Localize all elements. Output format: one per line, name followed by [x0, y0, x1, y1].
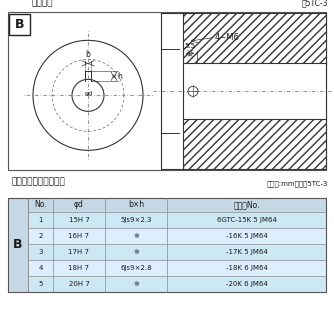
Text: -18K 6 JM64: -18K 6 JM64: [225, 265, 268, 271]
Text: 4−M6: 4−M6: [215, 33, 240, 42]
Bar: [183, 119, 326, 169]
Bar: [8, 12, 326, 170]
Bar: [28, 228, 326, 244]
Text: 6GTC-15K 5 JM64: 6GTC-15K 5 JM64: [216, 217, 277, 223]
Text: 17H 7: 17H 7: [68, 249, 90, 255]
Text: 3: 3: [38, 249, 43, 255]
Text: -16K 5 JM64: -16K 5 JM64: [226, 233, 268, 239]
Text: 4: 4: [38, 265, 43, 271]
Bar: [8, 198, 326, 292]
Text: b: b: [86, 50, 91, 59]
Text: h: h: [117, 72, 122, 81]
Text: 18H 7: 18H 7: [68, 265, 90, 271]
Text: 軸穴形状コードー覧表: 軸穴形状コードー覧表: [12, 178, 66, 187]
Bar: [28, 276, 326, 292]
Bar: [28, 260, 326, 276]
Text: b×h: b×h: [128, 200, 144, 209]
Text: コードNo.: コードNo.: [233, 200, 260, 209]
Bar: [8, 198, 28, 292]
Circle shape: [33, 40, 143, 150]
Circle shape: [188, 87, 198, 96]
Bar: [28, 212, 326, 228]
Bar: [28, 212, 326, 228]
Bar: [183, 63, 326, 119]
Bar: [28, 244, 326, 260]
Text: 16H 7: 16H 7: [68, 233, 90, 239]
Text: 5Js9×2.3: 5Js9×2.3: [120, 217, 152, 223]
Text: B: B: [13, 238, 23, 251]
Text: 6Js9×2.8: 6Js9×2.8: [120, 265, 152, 271]
Text: 20H 7: 20H 7: [68, 281, 90, 287]
Bar: [28, 276, 326, 292]
Bar: [28, 244, 326, 260]
Text: 図5TC-3: 図5TC-3: [302, 0, 328, 7]
Text: 15H 7: 15H 7: [68, 217, 90, 223]
Bar: [9, 14, 30, 35]
Bar: [28, 228, 326, 244]
Text: 2: 2: [38, 233, 43, 239]
Text: ※: ※: [133, 233, 139, 239]
Text: （単位:mm）　表5TC-3: （単位:mm） 表5TC-3: [267, 180, 328, 187]
Bar: [28, 198, 326, 212]
Text: 軸穴形状: 軸穴形状: [32, 0, 53, 7]
Text: -17K 5 JM64: -17K 5 JM64: [226, 249, 268, 255]
Circle shape: [72, 79, 104, 111]
Text: 5.5: 5.5: [184, 43, 195, 49]
Text: No.: No.: [34, 200, 47, 209]
Text: 5: 5: [38, 281, 43, 287]
Text: 1: 1: [38, 217, 43, 223]
Bar: [28, 260, 326, 276]
Bar: [183, 13, 326, 63]
Text: φd: φd: [85, 91, 93, 96]
Text: ※: ※: [133, 281, 139, 287]
Text: ※: ※: [133, 249, 139, 255]
Text: -20K 6 JM64: -20K 6 JM64: [226, 281, 268, 287]
Text: φd: φd: [74, 200, 84, 209]
Text: B: B: [15, 18, 24, 31]
